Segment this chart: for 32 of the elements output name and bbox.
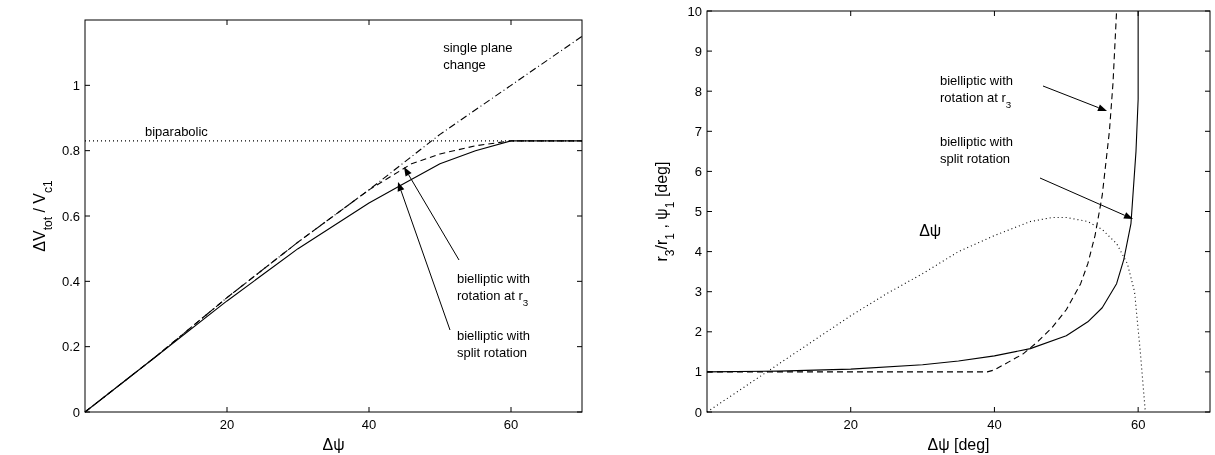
y-tick-label: 1 bbox=[694, 364, 702, 380]
annotation: single plane change bbox=[443, 39, 513, 72]
annotation: Δψ bbox=[919, 221, 942, 239]
y-tick-label: 10 bbox=[687, 3, 702, 19]
annotation: bielliptic with split rotation bbox=[457, 328, 530, 360]
y-tick-label: 3 bbox=[694, 284, 702, 300]
x-tick-label: 60 bbox=[503, 417, 519, 432]
y-tick-label: 0 bbox=[694, 404, 702, 420]
y-tick-label: 2 bbox=[694, 324, 702, 340]
x-tick-label: 20 bbox=[219, 417, 235, 432]
y-tick-label: 8 bbox=[694, 83, 702, 99]
annotation: bielliptic with split rotation bbox=[940, 134, 1013, 166]
y-tick-label: 4 bbox=[694, 244, 702, 260]
y-tick-label: 6 bbox=[694, 163, 702, 179]
y-tick-label: 0 bbox=[72, 404, 80, 420]
x-tick-label: 40 bbox=[361, 417, 377, 432]
x-tick-label: 40 bbox=[987, 417, 1002, 432]
y-tick-label: 0.4 bbox=[61, 273, 80, 289]
x-axis-title: Δψ bbox=[322, 436, 345, 453]
y-tick-label: 0.2 bbox=[61, 339, 80, 355]
x-tick-label: 20 bbox=[843, 417, 858, 432]
x-axis-title: Δψ [deg] bbox=[927, 436, 990, 453]
y-tick-label: 7 bbox=[694, 123, 702, 139]
y-tick-label: 1 bbox=[72, 77, 80, 93]
annotation: biparabolic bbox=[145, 123, 209, 139]
y-tick-label: 5 bbox=[694, 204, 702, 219]
x-tick-label: 60 bbox=[1130, 417, 1146, 432]
y-tick-label: 9 bbox=[694, 43, 702, 59]
y-tick-label: 0.8 bbox=[61, 143, 80, 159]
annotation: bielliptic with rotation at r$_{3}$ bbox=[457, 271, 530, 308]
y-tick-label: 0.6 bbox=[61, 208, 80, 224]
annotation: bielliptic with rotation at r$_{3}$ bbox=[940, 73, 1013, 110]
